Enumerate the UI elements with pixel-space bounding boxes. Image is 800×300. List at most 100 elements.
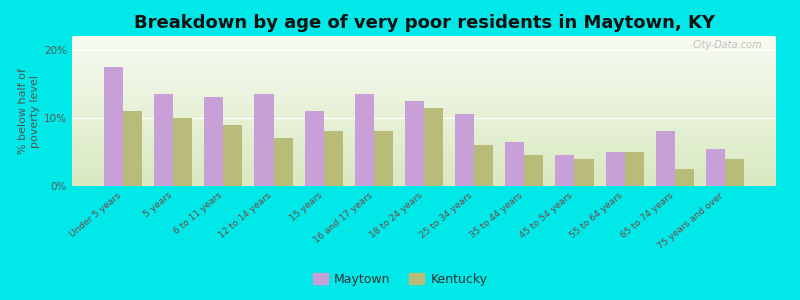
Bar <box>72 67 776 68</box>
Bar <box>72 82 776 83</box>
Bar <box>72 107 776 108</box>
Bar <box>72 117 776 118</box>
Bar <box>72 149 776 150</box>
Bar <box>72 50 776 51</box>
Bar <box>72 65 776 66</box>
Bar <box>72 110 776 111</box>
Bar <box>72 132 776 133</box>
Bar <box>72 48 776 49</box>
Bar <box>72 114 776 115</box>
Bar <box>72 112 776 113</box>
Bar <box>455 114 474 186</box>
Bar <box>72 178 776 179</box>
Bar <box>72 145 776 146</box>
Bar <box>72 169 776 170</box>
Bar <box>123 111 142 186</box>
Bar <box>72 139 776 140</box>
Bar <box>72 146 776 147</box>
Bar <box>72 92 776 93</box>
Bar <box>72 108 776 109</box>
Bar <box>324 131 342 186</box>
Bar <box>72 173 776 174</box>
Bar <box>72 167 776 168</box>
Bar <box>72 144 776 145</box>
Bar <box>72 115 776 116</box>
Bar <box>625 152 644 186</box>
Bar <box>424 108 443 186</box>
Bar <box>72 124 776 125</box>
Bar <box>72 155 776 156</box>
Bar <box>72 157 776 158</box>
Bar <box>72 36 776 37</box>
Bar <box>506 142 524 186</box>
Bar <box>72 171 776 172</box>
Bar <box>72 160 776 161</box>
Bar <box>72 46 776 47</box>
Bar <box>72 88 776 89</box>
Bar <box>72 172 776 173</box>
Bar <box>72 77 776 78</box>
Bar <box>72 156 776 157</box>
Bar <box>72 44 776 45</box>
Bar <box>555 155 574 186</box>
Bar <box>72 127 776 128</box>
Bar <box>374 131 393 186</box>
Bar <box>72 70 776 71</box>
Bar <box>72 168 776 169</box>
Bar <box>606 152 625 186</box>
Bar <box>72 39 776 40</box>
Bar <box>72 166 776 167</box>
Bar <box>72 121 776 122</box>
Bar <box>72 182 776 183</box>
Bar <box>72 169 776 170</box>
Bar <box>274 138 293 186</box>
Bar <box>72 125 776 126</box>
Bar <box>72 62 776 63</box>
Bar <box>72 136 776 137</box>
Bar <box>72 93 776 94</box>
Bar <box>72 131 776 132</box>
Bar <box>72 185 776 186</box>
Bar <box>72 52 776 53</box>
Bar <box>72 94 776 95</box>
Bar <box>72 147 776 148</box>
Bar <box>72 180 776 181</box>
Bar <box>72 78 776 79</box>
Bar <box>72 96 776 97</box>
Bar <box>72 61 776 62</box>
Bar <box>72 69 776 70</box>
Bar <box>72 60 776 61</box>
Bar <box>72 90 776 91</box>
Bar <box>72 95 776 96</box>
Bar <box>72 57 776 58</box>
Bar <box>72 45 776 46</box>
Bar <box>706 148 725 186</box>
Bar <box>674 169 694 186</box>
Bar <box>72 58 776 59</box>
Bar <box>72 133 776 134</box>
Bar <box>204 98 223 186</box>
Bar <box>223 124 242 186</box>
Bar <box>72 91 776 92</box>
Bar <box>72 159 776 160</box>
Bar <box>72 55 776 56</box>
Bar <box>72 158 776 159</box>
Bar <box>474 145 494 186</box>
Bar <box>72 85 776 86</box>
Y-axis label: % below half of
poverty level: % below half of poverty level <box>18 68 40 154</box>
Bar <box>524 155 543 186</box>
Bar <box>72 73 776 74</box>
Bar <box>72 150 776 151</box>
Bar <box>72 179 776 180</box>
Bar <box>405 101 424 186</box>
Bar <box>72 51 776 52</box>
Bar <box>72 83 776 84</box>
Bar <box>72 87 776 88</box>
Bar <box>72 54 776 55</box>
Bar <box>72 118 776 119</box>
Bar <box>72 89 776 90</box>
Bar <box>72 119 776 120</box>
Bar <box>72 152 776 153</box>
Bar <box>72 141 776 142</box>
Bar <box>72 113 776 114</box>
